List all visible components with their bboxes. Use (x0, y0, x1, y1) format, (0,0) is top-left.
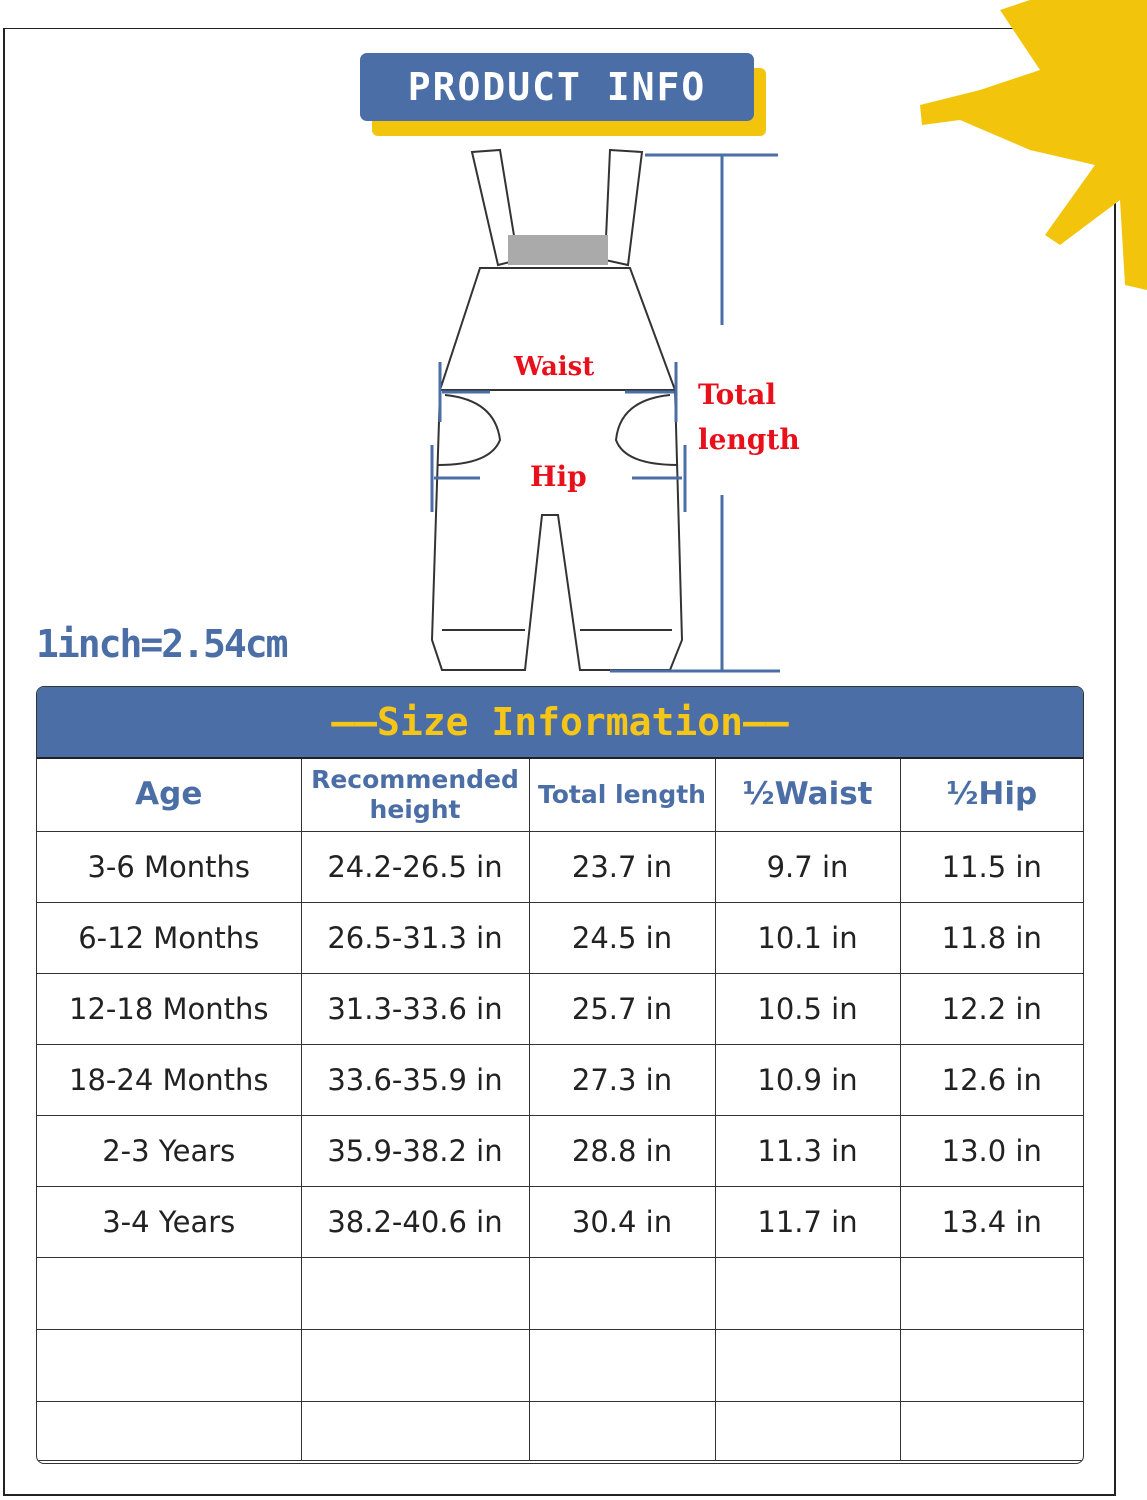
empty-cell (899, 1329, 1083, 1402)
cell-half-waist: 11.7 in (714, 1186, 901, 1258)
cell-total-length: 23.7 in (528, 831, 716, 903)
overalls-illustration (430, 148, 780, 673)
cell-height: 31.3-33.6 in (300, 973, 530, 1045)
cell-age: 18-24 Months (37, 1044, 302, 1116)
total-length-label: Total length (698, 378, 800, 456)
cell-half-hip: 13.4 in (899, 1186, 1083, 1258)
size-table: ——Size Information—— Age Recommended hei… (36, 686, 1084, 1464)
empty-table-row (37, 1401, 1083, 1461)
table-row: 2-3 Years 35.9-38.2 in 28.8 in 11.3 in 13.0 … (37, 1115, 1083, 1187)
cell-height: 35.9-38.2 in (300, 1115, 530, 1187)
cell-total-length: 28.8 in (528, 1115, 716, 1187)
cell-height: 24.2-26.5 in (300, 831, 530, 903)
empty-cell (528, 1329, 716, 1402)
empty-cell (300, 1257, 530, 1330)
empty-cell (528, 1257, 716, 1330)
page-title: PRODUCT INFO (360, 53, 754, 121)
table-row: 18-24 Months 33.6-35.9 in 27.3 in 10.9 in 12… (37, 1044, 1083, 1116)
cell-half-hip: 12.6 in (899, 1044, 1083, 1116)
empty-cell (714, 1401, 901, 1461)
empty-table-row (37, 1257, 1083, 1330)
empty-cell (714, 1329, 901, 1402)
cell-half-waist: 9.7 in (714, 831, 901, 903)
empty-cell (714, 1257, 901, 1330)
empty-cell (37, 1257, 302, 1330)
empty-cell (300, 1329, 530, 1402)
cell-half-hip: 12.2 in (899, 973, 1083, 1045)
empty-table-row (37, 1329, 1083, 1402)
paint-splash-decoration (920, 0, 1147, 290)
empty-cell (899, 1257, 1083, 1330)
waist-label: Waist (514, 352, 595, 382)
cell-total-length: 24.5 in (528, 902, 716, 974)
cell-total-length: 30.4 in (528, 1186, 716, 1258)
table-row: 3-6 Months 24.2-26.5 in 23.7 in 9.7 in 11.5 … (37, 831, 1083, 903)
empty-cell (300, 1401, 530, 1461)
cell-half-hip: 11.8 in (899, 902, 1083, 974)
column-header-half-waist: ½Waist (714, 759, 901, 832)
cell-height: 33.6-35.9 in (300, 1044, 530, 1116)
cell-half-waist: 10.5 in (714, 973, 901, 1045)
column-header-height: Recommended height (300, 759, 530, 832)
column-header-half-hip: ½Hip (899, 759, 1083, 832)
page-frame (3, 28, 1116, 1496)
table-header-row: Age Recommended height Total length ½Wai… (37, 759, 1083, 832)
cell-half-hip: 11.5 in (899, 831, 1083, 903)
cell-height: 26.5-31.3 in (300, 902, 530, 974)
table-row: 6-12 Months 26.5-31.3 in 24.5 in 10.1 in 11.… (37, 902, 1083, 974)
unit-conversion-note: 1inch=2.54cm (36, 622, 289, 666)
cell-half-waist: 10.9 in (714, 1044, 901, 1116)
cell-age: 12-18 Months (37, 973, 302, 1045)
column-header-total-length: Total length (528, 759, 716, 832)
empty-cell (899, 1401, 1083, 1461)
cell-half-waist: 11.3 in (714, 1115, 901, 1187)
cell-half-hip: 13.0 in (899, 1115, 1083, 1187)
cell-half-waist: 10.1 in (714, 902, 901, 974)
cell-age: 2-3 Years (37, 1115, 302, 1187)
cell-total-length: 25.7 in (528, 973, 716, 1045)
empty-cell (37, 1329, 302, 1402)
cell-age: 3-4 Years (37, 1186, 302, 1258)
table-row: 12-18 Months 31.3-33.6 in 25.7 in 10.5 in 12… (37, 973, 1083, 1045)
cell-height: 38.2-40.6 in (300, 1186, 530, 1258)
cell-age: 6-12 Months (37, 902, 302, 974)
column-header-age: Age (37, 759, 302, 832)
cell-age: 3-6 Months (37, 831, 302, 903)
empty-cell (528, 1401, 716, 1461)
hip-label: Hip (530, 460, 587, 493)
table-row: 3-4 Years 38.2-40.6 in 30.4 in 11.7 in 13.4 … (37, 1186, 1083, 1258)
size-table-title: ——Size Information—— (37, 687, 1083, 759)
empty-cell (37, 1401, 302, 1461)
cell-total-length: 27.3 in (528, 1044, 716, 1116)
